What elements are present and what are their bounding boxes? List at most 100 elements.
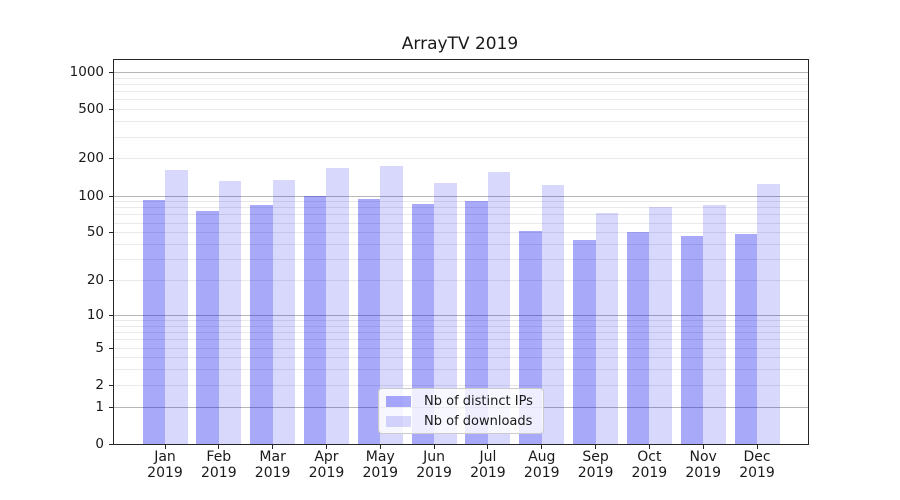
x-tick-mark <box>595 444 597 449</box>
bar-ips-jun <box>411 204 435 445</box>
x-tick-mark <box>487 444 489 449</box>
legend-swatch-distinct-ips <box>386 395 411 407</box>
x-tick-label: Jan 2019 <box>147 449 183 481</box>
y-tick-mark <box>108 72 113 73</box>
y-tick-mark <box>108 406 113 408</box>
gridline-minor <box>112 109 809 111</box>
y-tick-mark <box>108 347 113 349</box>
chart-title: ArrayTV 2019 <box>401 34 519 54</box>
gridline-minor <box>112 244 809 246</box>
x-tick-label: Mar 2019 <box>254 449 291 481</box>
y-tick-label: 5 <box>95 339 104 356</box>
y-tick-label: 500 <box>78 101 104 118</box>
bar-ips-oct <box>626 231 650 445</box>
x-tick-mark <box>379 444 381 449</box>
legend-label-distinct-ips: Nb of distinct IPs <box>424 393 533 409</box>
bar-ips-sep <box>573 239 596 445</box>
legend: Nb of distinct IPs Nb of downloads <box>378 388 544 434</box>
gridline-minor <box>112 201 809 203</box>
gridline-minor <box>112 158 809 160</box>
bar-ips-jan <box>142 200 165 445</box>
bar-downloads-jun <box>434 183 457 445</box>
gridline-minor <box>112 384 809 386</box>
gridline-major <box>112 314 809 316</box>
x-tick-label: May 2019 <box>362 449 399 481</box>
y-tick-mark <box>108 195 113 197</box>
gridline-minor <box>112 259 809 261</box>
y-tick-label: 50 <box>86 224 104 241</box>
y-tick-mark <box>108 280 113 282</box>
gridline-minor <box>112 121 809 123</box>
y-tick-mark <box>108 314 113 316</box>
bar-ips-dec <box>734 233 758 445</box>
gridline-minor <box>112 339 809 341</box>
x-tick-label: Apr 2019 <box>308 449 345 481</box>
bar-downloads-nov <box>703 204 726 445</box>
x-tick-mark <box>218 444 220 449</box>
y-tick-label: 1000 <box>69 64 104 80</box>
gridline-minor <box>112 347 809 349</box>
bar-downloads-sep <box>595 213 619 445</box>
y-tick-mark <box>108 444 113 445</box>
bar-ips-jul <box>465 201 488 445</box>
gridline-minor <box>112 207 809 209</box>
bar-ips-mar <box>250 205 273 445</box>
x-tick-mark <box>541 444 543 449</box>
gridline-minor <box>112 99 809 101</box>
bar-downloads-aug <box>541 185 565 445</box>
y-tick-mark <box>108 232 113 234</box>
y-tick-mark <box>108 158 113 160</box>
bar-downloads-may <box>380 166 403 445</box>
legend-swatch-downloads <box>386 415 411 427</box>
legend-label-downloads: Nb of downloads <box>424 413 533 429</box>
bar-ips-feb <box>196 210 219 445</box>
gridline-minor <box>112 369 809 371</box>
gridline-minor <box>112 232 809 234</box>
y-tick-label: 10 <box>86 306 104 323</box>
gridline-major <box>112 72 809 73</box>
x-tick-mark <box>164 444 166 449</box>
gridline-minor <box>112 325 809 327</box>
x-tick-label: Sep 2019 <box>577 449 614 481</box>
x-tick-mark <box>325 444 327 449</box>
y-tick-label: 1 <box>95 398 104 415</box>
x-tick-mark <box>702 444 704 449</box>
x-tick-label: Aug 2019 <box>523 449 560 481</box>
gridline-minor <box>112 222 809 224</box>
gridline-major <box>112 195 809 197</box>
y-tick-label: 200 <box>78 150 104 167</box>
gridline-minor <box>112 91 809 93</box>
bar-downloads-mar <box>272 180 296 445</box>
gridline-minor <box>112 332 809 334</box>
bar-downloads-feb <box>218 181 242 445</box>
bar-downloads-jan <box>165 169 188 445</box>
x-tick-label: Nov 2019 <box>685 449 721 481</box>
x-tick-mark <box>648 444 650 449</box>
x-tick-label: Jul 2019 <box>470 449 506 481</box>
gridline-minor <box>112 84 809 85</box>
x-tick-mark <box>433 444 435 449</box>
y-tick-label: 2 <box>95 376 104 393</box>
x-tick-label: Feb 2019 <box>200 449 237 481</box>
bar-downloads-apr <box>326 167 349 445</box>
bar-ips-nov <box>680 236 704 445</box>
x-tick-label: Dec 2019 <box>739 449 775 481</box>
y-tick-label: 0 <box>95 436 104 452</box>
y-tick-mark <box>108 384 113 386</box>
legend-row-downloads: Nb of downloads <box>386 414 543 429</box>
y-tick-label: 100 <box>78 187 104 204</box>
gridline-minor <box>112 320 809 322</box>
y-tick-label: 20 <box>86 272 104 289</box>
bar-downloads-jul <box>487 171 511 445</box>
y-tick-mark <box>108 109 113 111</box>
x-tick-mark <box>756 444 758 449</box>
bar-ips-may <box>357 198 381 445</box>
bar-downloads-oct <box>649 207 672 445</box>
x-tick-label: Jun 2019 <box>416 449 452 481</box>
bar-downloads-dec <box>757 183 780 445</box>
legend-row-distinct-ips: Nb of distinct IPs <box>386 394 543 409</box>
bar-ips-apr <box>303 196 327 445</box>
x-tick-mark <box>272 444 274 449</box>
gridline-minor <box>112 77 809 79</box>
